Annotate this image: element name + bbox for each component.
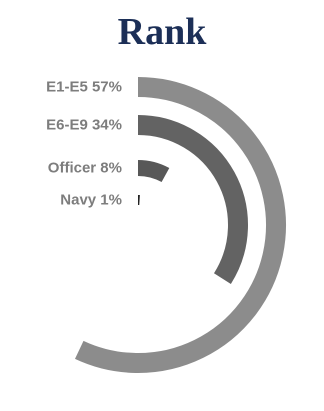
chart-labels: E1-E5 57% E6-E9 34% Officer 8% Navy 1% bbox=[46, 79, 122, 209]
ring-arc-officer bbox=[137, 160, 170, 183]
chart-title: Rank bbox=[117, 11, 207, 53]
ring-label-e1-e5: E1-E5 57% bbox=[46, 79, 122, 96]
chart-arcs bbox=[75, 77, 286, 373]
ring-label-officer: Officer 8% bbox=[48, 160, 122, 177]
ring-arc-e1-e5 bbox=[75, 77, 286, 373]
ring-arc-e6-e9 bbox=[137, 115, 248, 284]
ring-label-e6-e9: E6-E9 34% bbox=[46, 117, 122, 134]
ring-label-navy: Navy 1% bbox=[60, 192, 122, 209]
